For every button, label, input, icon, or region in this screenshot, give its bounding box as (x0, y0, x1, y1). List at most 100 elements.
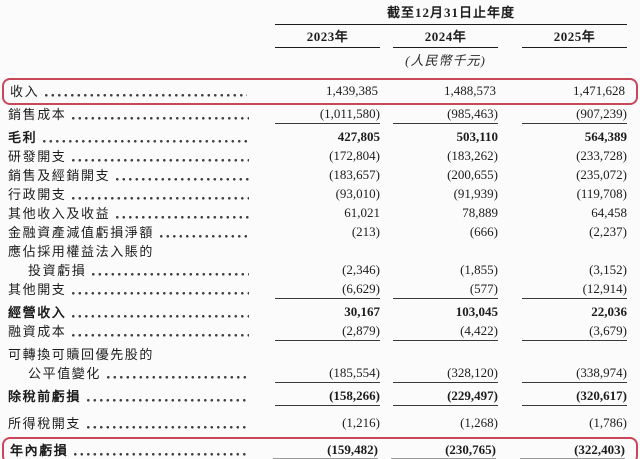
row-label: 公平值變化 (28, 366, 102, 381)
value-2023: (6,629) (275, 280, 380, 299)
dot-leader (85, 414, 249, 433)
empty-cell (522, 68, 627, 70)
value-2023: (1,216) (342, 415, 380, 430)
value-2024: 103,045 (455, 304, 498, 319)
table-row-income-tax-expense: 所得稅開支 (1,216) (1,268) (1,786) (0, 414, 640, 433)
table-row-share-of-losses-equity-method-line2: 投資虧損 (2,346) (1,855) (3,152) (0, 261, 640, 280)
value-2023: (158,266) (275, 387, 380, 406)
value-2024: (183,262) (447, 148, 498, 163)
table-row-admin-expenses: 行政開支 (93,010) (91,939) (119,708) (0, 185, 640, 204)
dot-leader (158, 345, 249, 364)
value-2023: (172,804) (329, 148, 380, 163)
value-2023: (213) (351, 224, 380, 239)
value-2025: 64,458 (591, 205, 627, 220)
value-2023: (185,554) (275, 364, 380, 383)
value-2025: (3,679) (522, 322, 627, 341)
highlight-box-revenue: 收入 1,439,385 1,488,573 1,471,628 (2, 78, 638, 105)
value-2024: (985,463) (393, 105, 498, 124)
value-2024: (328,120) (393, 364, 498, 383)
value-2024: (666) (469, 224, 498, 239)
value-2023: (93,010) (335, 186, 380, 201)
value-2023: 61,021 (344, 205, 380, 220)
row-label: 其他開支 (8, 282, 67, 297)
value-2023: (1,011,580) (275, 105, 380, 124)
row-label: 應佔採用權益法入賬的 (8, 244, 155, 259)
dot-leader (70, 322, 249, 341)
row-label: 年內虧損 (10, 443, 69, 458)
dot-leader (43, 82, 247, 101)
value-2025: (233,728) (576, 148, 627, 163)
value-2024: (200,655) (447, 167, 498, 182)
value-2025: (235,072) (576, 167, 627, 182)
dot-leader (114, 166, 249, 185)
dot-leader (70, 105, 249, 124)
row-label: 可轉換可贖回優先股的 (8, 347, 155, 362)
value-2024: 503,110 (456, 129, 498, 144)
dot-leader (70, 185, 249, 204)
value-2025: (2,237) (589, 224, 627, 239)
row-label: 金融資產減值虧損淨額 (8, 225, 155, 240)
row-label: 除稅前虧損 (8, 389, 82, 404)
table-row-share-of-losses-equity-method-line1: 應佔採用權益法入賬的 (0, 242, 640, 261)
row-label: 經營收入 (8, 305, 67, 320)
value-2024: 1,488,573 (444, 83, 496, 98)
value-2023: (2,346) (342, 262, 380, 277)
period-header-row: 截至12月31日止年度 (0, 5, 640, 25)
table-row-other-income-gains: 其他收入及收益 61,021 78,889 64,458 (0, 204, 640, 223)
table-row-loss-before-tax: 除稅前虧損 (158,266) (229,497) (320,617) (0, 387, 640, 406)
value-2025: 1,471,628 (573, 83, 625, 98)
row-label: 收入 (10, 84, 40, 99)
value-2025: 564,389 (584, 129, 627, 144)
year-header-row: 2023年 2024年 2025年 (0, 28, 640, 48)
value-2025: (322,403) (520, 441, 625, 459)
value-2023: (2,879) (275, 322, 380, 341)
column-header-2023: 2023年 (275, 28, 380, 48)
table-row-preferred-shares-fv-line1: 可轉換可贖回優先股的 (0, 345, 640, 364)
table-row-preferred-shares-fv-line2: 公平值變化 (185,554) (328,120) (338,974) (0, 364, 640, 383)
table-row-selling-distribution-expenses: 銷售及經銷開支 (183,657) (200,655) (235,072) (0, 166, 640, 185)
table-row-operating-income: 經營收入 30,167 103,045 22,036 (0, 303, 640, 322)
table-row-rd-expenses: 研發開支 (172,804) (183,262) (233,728) (0, 147, 640, 166)
table-row-gross-profit: 毛利 427,805 503,110 564,389 (0, 128, 640, 147)
statement-rows: 收入 1,439,385 1,488,573 1,471,628 銷售成本 (1… (0, 78, 640, 459)
value-2025: (320,617) (522, 387, 627, 406)
value-2025: (3,152) (589, 262, 627, 277)
value-2024: 78,889 (462, 205, 498, 220)
dot-leader (41, 128, 249, 147)
row-label: 所得稅開支 (8, 416, 82, 431)
dot-leader (114, 204, 249, 223)
dot-leader (158, 242, 249, 261)
row-label: 毛利 (8, 130, 38, 145)
value-2025: (338,974) (522, 364, 627, 383)
row-label: 其他收入及收益 (8, 206, 111, 221)
dot-leader (158, 223, 249, 242)
value-2025: (1,786) (589, 415, 627, 430)
dot-leader (85, 387, 249, 406)
value-2024: (4,422) (393, 322, 498, 341)
row-label: 研發開支 (8, 149, 67, 164)
value-2023: (159,482) (273, 441, 378, 459)
table-row-other-expenses: 其他開支 (6,629) (577) (12,914) (0, 280, 640, 299)
value-2023: 427,805 (337, 129, 380, 144)
row-label: 銷售成本 (8, 107, 67, 122)
value-2025: (12,914) (522, 280, 627, 299)
value-2025: 22,036 (591, 304, 627, 319)
row-label: 行政開支 (8, 187, 67, 202)
dot-leader (70, 303, 249, 322)
currency-note-row: (人民幣千元) (0, 52, 640, 70)
table-row-finance-costs: 融資成本 (2,879) (4,422) (3,679) (0, 322, 640, 341)
value-2023: 30,167 (344, 304, 380, 319)
value-2023: (183,657) (329, 167, 380, 182)
period-header: 截至12月31日止年度 (275, 5, 627, 25)
row-label: 融資成本 (8, 324, 67, 339)
value-2024: (230,765) (391, 441, 496, 459)
column-header-2024: 2024年 (393, 28, 498, 48)
table-row-impairment-losses-financial-assets: 金融資產減值虧損淨額 (213) (666) (2,237) (0, 223, 640, 242)
value-2023: 1,439,385 (326, 83, 378, 98)
row-label: 銷售及經銷開支 (8, 168, 111, 183)
value-2024: (91,939) (453, 186, 498, 201)
row-label: 投資虧損 (28, 263, 87, 278)
highlight-box-loss-for-the-year: 年內虧損 (159,482) (230,765) (322,403) (2, 437, 638, 459)
dot-leader (105, 364, 249, 383)
